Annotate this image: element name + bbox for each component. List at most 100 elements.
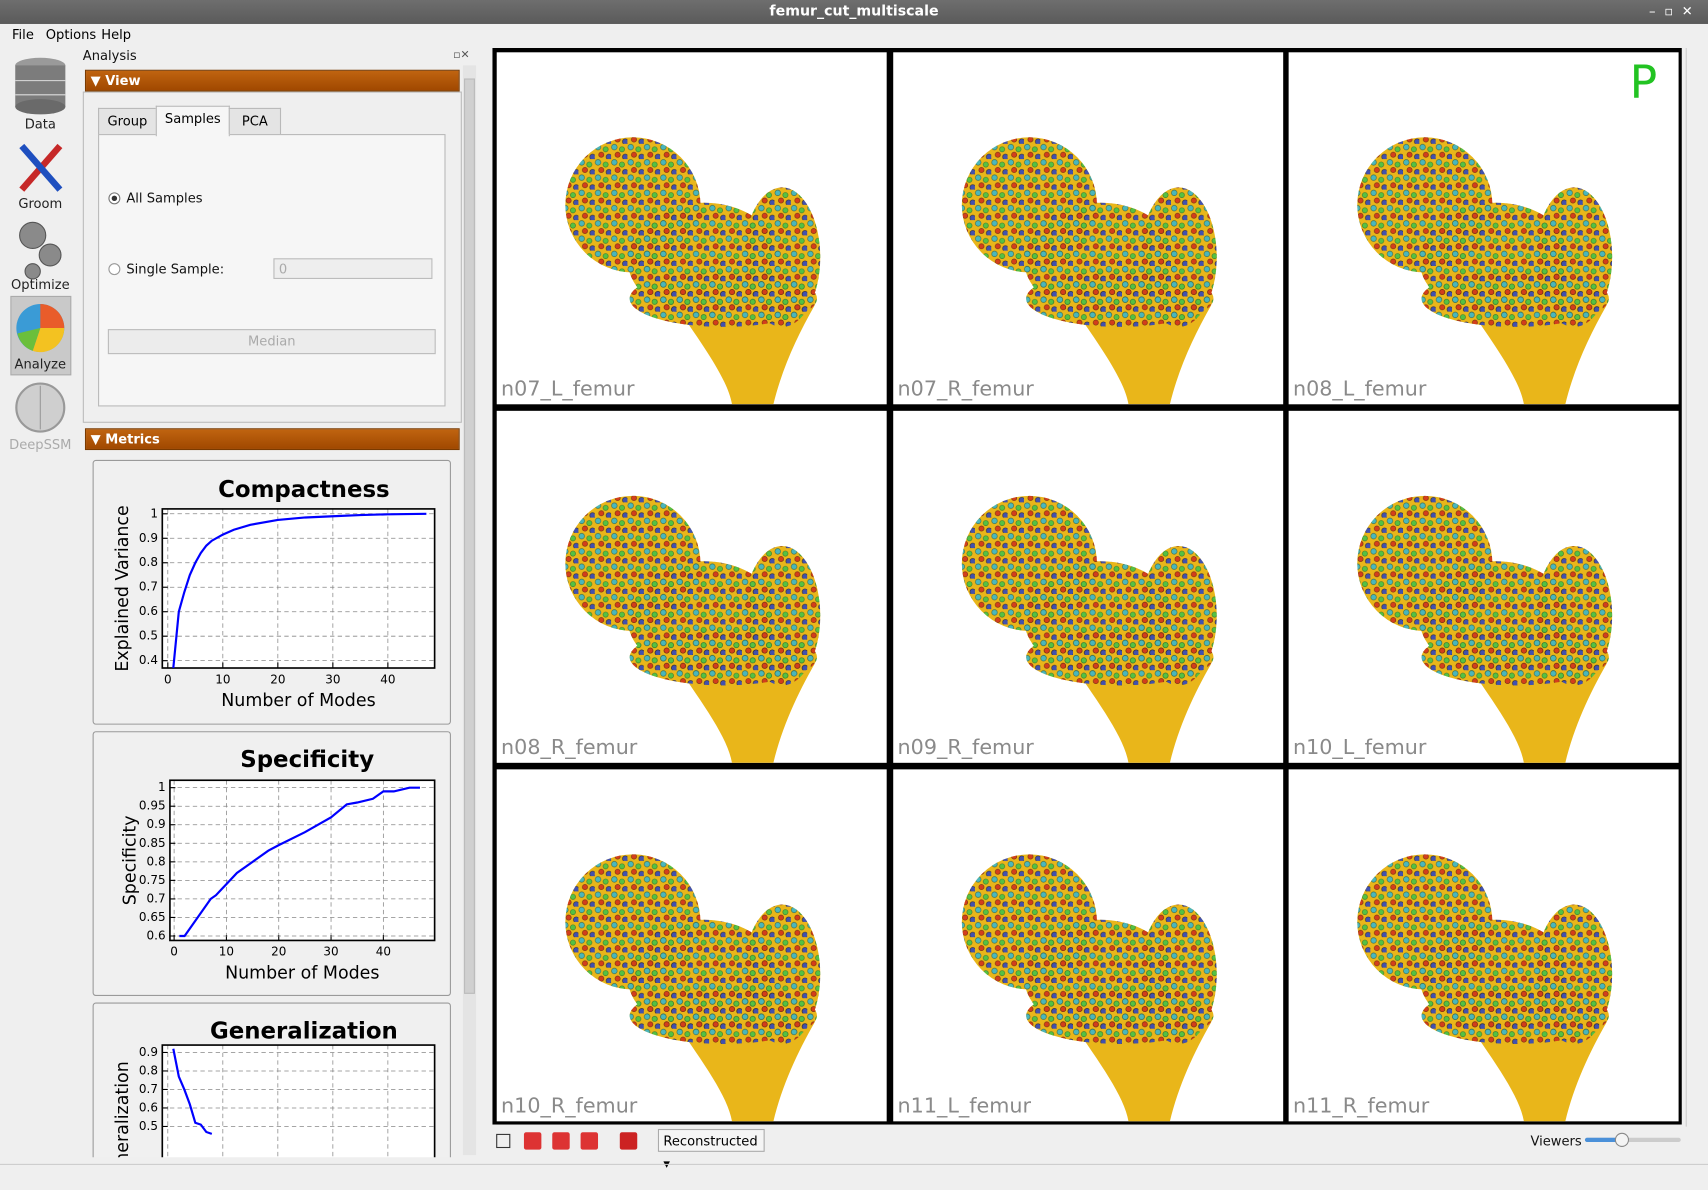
view-section-header[interactable]: ▼ View: [84, 69, 460, 92]
y-tick-label: 0.6: [147, 928, 166, 942]
display-mode: Reconstructed: [663, 1133, 758, 1149]
sample-label: n07_L_femur: [501, 377, 635, 402]
x-axis-label: Number of Modes: [225, 964, 379, 984]
plot-frame: [161, 1044, 436, 1158]
chart: Generalization0102030400.50.60.70.80.9Ge…: [113, 1018, 436, 1158]
sidebar-deepssm[interactable]: DeepSSM: [9, 436, 72, 453]
y-tick-label: 0.7: [139, 1082, 158, 1096]
y-tick-label: 1: [150, 506, 158, 520]
viewer-cell: n10_R_femur: [496, 769, 887, 1122]
window-title: femur_cut_multiscale: [769, 3, 939, 20]
tool-c[interactable]: [580, 1132, 599, 1150]
y-tick-label: 0.95: [139, 799, 166, 813]
tool-iso[interactable]: [619, 1132, 638, 1150]
median-button[interactable]: Median: [107, 329, 436, 355]
y-axis-label: Specificity: [121, 815, 141, 905]
y-tick-label: 0.7: [139, 580, 158, 594]
x-axis-label: Number of Modes: [221, 691, 375, 711]
sample-index: 0: [278, 261, 288, 277]
menu-options[interactable]: Options: [45, 27, 97, 43]
data-line: [172, 1048, 213, 1135]
x-tick-label: 0: [164, 672, 172, 686]
single-sample[interactable]: Single Sample:: [126, 261, 225, 277]
sample-label: n08_L_femur: [1293, 377, 1427, 402]
optimize-icon[interactable]: [19, 221, 62, 280]
y-tick-label: 0.8: [139, 1063, 158, 1077]
sample-label: n07_R_femur: [898, 377, 1035, 402]
x-tick-label: 10: [219, 945, 234, 959]
sidebar-analyze[interactable]: Analyze: [14, 356, 67, 372]
data-line: [179, 786, 420, 938]
y-tick-label: 0.9: [147, 817, 166, 831]
sample-label: n10_L_femur: [1293, 735, 1427, 760]
status-bar: [0, 1163, 1708, 1190]
radios: [108, 192, 121, 276]
sample-label: n10_R_femur: [501, 1094, 638, 1119]
panel-controls[interactable]: ▫✕: [453, 49, 470, 62]
y-axis-label: Generalization: [113, 1061, 133, 1157]
menu-file[interactable]: File: [11, 27, 34, 43]
y-tick-label: 0.5: [139, 629, 158, 643]
viewer-scroll: [1685, 47, 1687, 1127]
sidebar-icons: [10, 57, 72, 433]
panel-title: Analysis: [82, 47, 137, 64]
sidebar-optimize[interactable]: Optimize: [10, 276, 70, 293]
view-section: [82, 91, 462, 423]
viewers-label: Viewers: [1530, 1133, 1582, 1149]
tool-fit[interactable]: [496, 1133, 511, 1149]
viewer-cell: n11_R_femur: [1288, 769, 1679, 1122]
viewer-cell: n08_R_femur: [496, 410, 887, 763]
plot-frame: [161, 508, 436, 669]
chart-frame: Generalization0102030400.50.60.70.80.9Ge…: [92, 1002, 451, 1158]
sample-spinbox[interactable]: 0: [273, 258, 433, 279]
x-tick-label: 40: [376, 945, 391, 959]
tab-pca[interactable]: PCA: [228, 107, 282, 135]
y-tick-label: 0.75: [139, 873, 166, 887]
chart: Specificity 0 10 20 30 40 0.6 0.65 0.7 0.75 0.8 0.8…: [121, 747, 436, 984]
title-bar: femur_cut_multiscale: [0, 0, 1708, 24]
y-tick-label: 1: [158, 780, 166, 794]
tool-a[interactable]: [523, 1132, 542, 1150]
sidebar-groom[interactable]: Groom: [18, 196, 63, 212]
viewer-cell: n08_L_femur: [1288, 52, 1679, 405]
median-label: Median: [248, 333, 296, 349]
window-controls[interactable]: –▫✕: [1648, 3, 1702, 19]
groom-icon[interactable]: [19, 143, 63, 192]
viewer-cell: n07_L_femur: [496, 52, 887, 405]
chart: Compactness 0 10 20 30 40 0.4 0.5 0.6 0.7 0.8 0.9 1 N…: [113, 477, 436, 711]
analyze-icon: [16, 304, 65, 353]
y-tick-label: 0.9: [139, 531, 158, 545]
viewer-cell: n07_R_femur: [893, 52, 1284, 405]
sample-label: n09_R_femur: [898, 735, 1035, 760]
metrics-area: Compactness 0 10 20 30 40 0.4 0.5 0.6 0.7 0.8 0.9 1 N…: [85, 452, 461, 1158]
y-tick-label: 0.6: [139, 1100, 158, 1114]
metrics-section-title: Metrics: [105, 431, 160, 447]
y-tick-label: 0.4: [139, 653, 158, 667]
radio-single[interactable]: [108, 263, 121, 276]
y-tick-label: 0.85: [139, 836, 166, 850]
viewers-slider[interactable]: [1584, 1131, 1684, 1148]
y-tick-label: 0.6: [139, 604, 158, 618]
orientation-marker: P: [1630, 56, 1658, 109]
deepssm-icon[interactable]: [15, 382, 66, 433]
all-samples[interactable]: All Samples: [126, 190, 203, 206]
tab-samples[interactable]: Samples: [155, 105, 230, 137]
x-tick-label: 20: [270, 672, 285, 686]
data-icon[interactable]: [15, 57, 66, 115]
display-mode-dropdown[interactable]: Reconstructed ▾: [657, 1128, 765, 1171]
radio-dot: [111, 195, 118, 202]
viewer-cell: n11_L_femur: [893, 769, 1284, 1122]
metrics-section-header[interactable]: ▼ Metrics: [84, 428, 460, 451]
y-tick-label: 0.65: [139, 910, 166, 924]
tool-b[interactable]: [552, 1132, 570, 1150]
menu-help[interactable]: Help: [101, 27, 132, 43]
scrollbar[interactable]: [462, 65, 477, 1156]
plot-area: [162, 1045, 435, 1158]
view-section-title: View: [105, 73, 141, 89]
sidebar-data[interactable]: Data: [24, 116, 56, 132]
viewer-cell: n09_R_femur: [893, 410, 1284, 763]
sample-label: n11_R_femur: [1293, 1094, 1430, 1119]
y-tick-label: 0.8: [139, 555, 158, 569]
tab-group[interactable]: Group: [98, 107, 157, 135]
y-tick-label: 0.9: [139, 1045, 158, 1059]
